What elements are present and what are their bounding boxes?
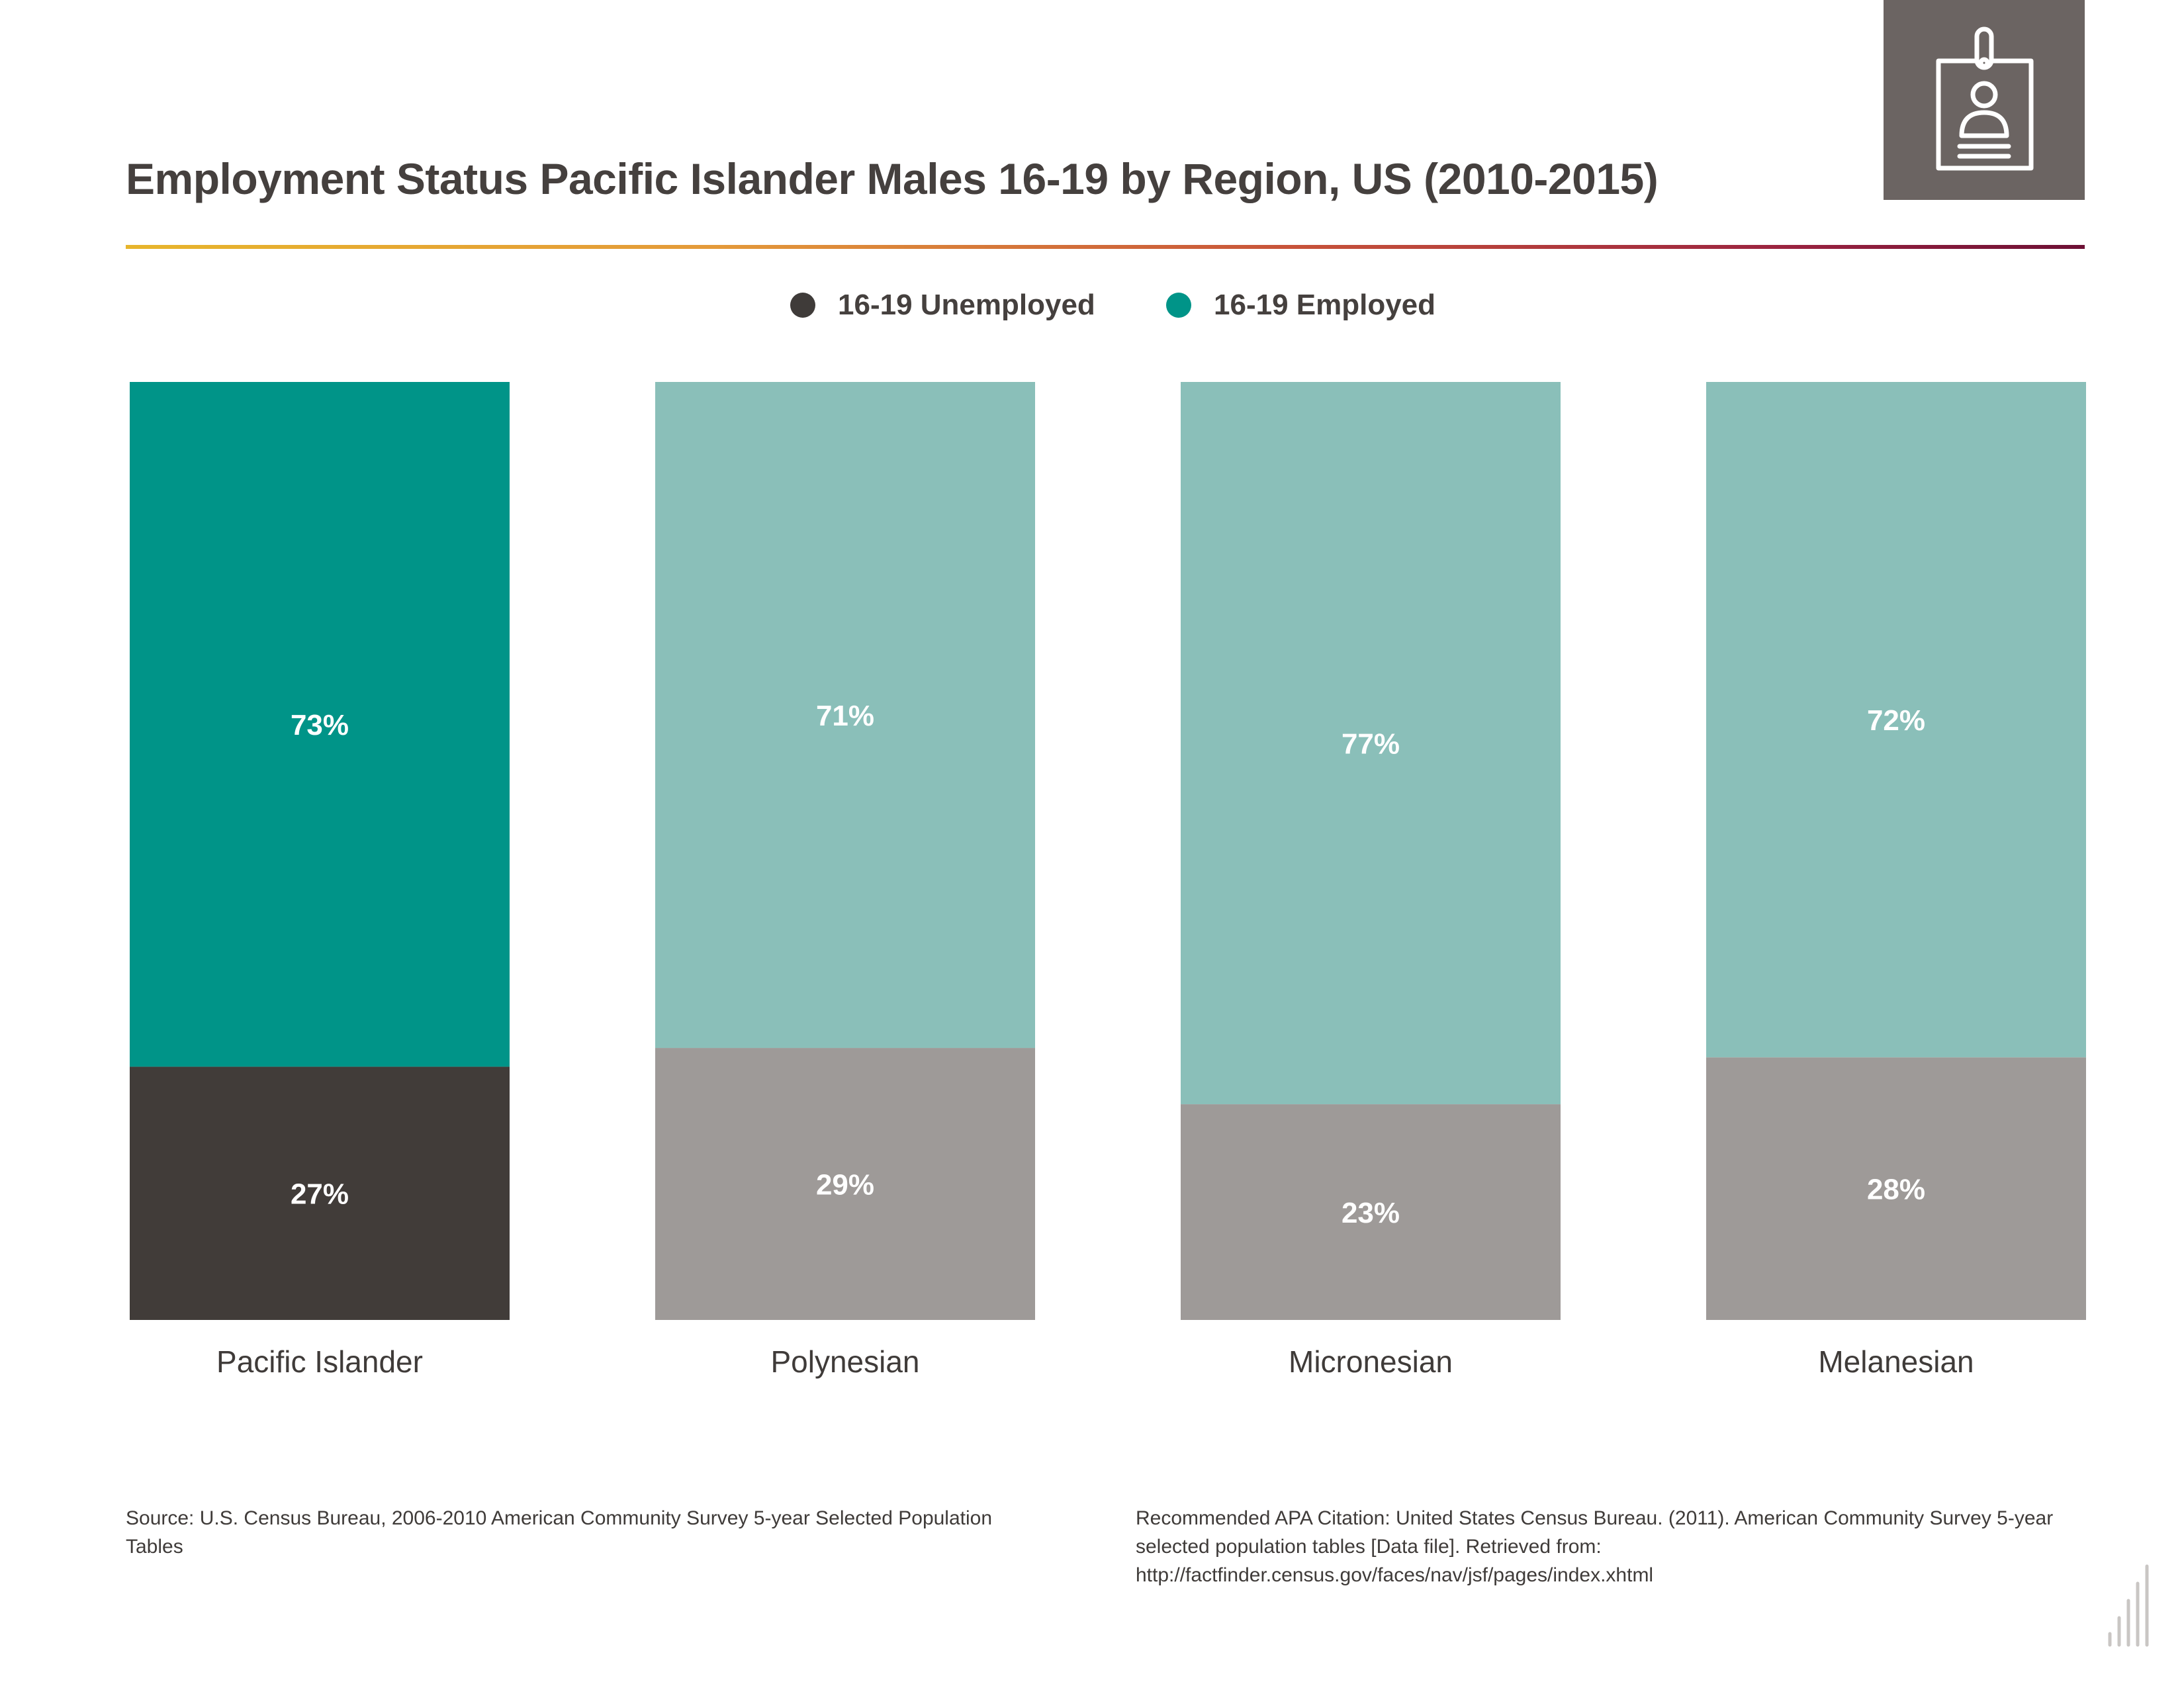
data-label-polynesian-16-19-unemployed: 29% bbox=[816, 1169, 874, 1201]
title-divider bbox=[126, 245, 2085, 249]
category-label-pacific-islander: Pacific Islander bbox=[216, 1344, 423, 1379]
icon-box bbox=[1884, 0, 2085, 200]
id-badge-icon bbox=[1936, 26, 2034, 171]
data-label-micronesian-16-19-unemployed: 23% bbox=[1342, 1197, 1400, 1229]
chart-title: Employment Status Pacific Islander Males… bbox=[126, 154, 1659, 203]
stacked-bar-chart: 27% 73% Pacific Islander 29% 71% Polynesian 23… bbox=[130, 382, 2086, 1379]
legend-label-employed: 16-19 Employed bbox=[1214, 289, 1436, 321]
data-label-melanesian-16-19-employed: 72% bbox=[1867, 704, 1925, 737]
category-label-melanesian: Melanesian bbox=[1818, 1344, 1974, 1379]
category-label-polynesian: Polynesian bbox=[770, 1344, 919, 1379]
data-label-pacific-islander-16-19-employed: 73% bbox=[291, 709, 349, 741]
category-label-micronesian: Micronesian bbox=[1289, 1344, 1453, 1379]
legend: 16-19 Unemployed 16-19 Employed bbox=[0, 289, 2184, 328]
data-label-polynesian-16-19-employed: 71% bbox=[816, 700, 874, 732]
bar-polynesian-16-19-unemployed bbox=[655, 1048, 1035, 1320]
bar-pacific-islander-16-19-employed bbox=[130, 382, 510, 1067]
bar-micronesian-16-19-employed bbox=[1181, 382, 1561, 1105]
bar-polynesian-16-19-employed bbox=[655, 382, 1035, 1049]
legend-item-unemployed: 16-19 Unemployed bbox=[790, 289, 1095, 322]
citation-note: Recommended APA Citation: United States … bbox=[1136, 1507, 2054, 1586]
data-label-melanesian-16-19-unemployed: 28% bbox=[1867, 1174, 1925, 1206]
bar-pacific-islander-16-19-unemployed bbox=[130, 1066, 510, 1320]
data-label-micronesian-16-19-employed: 77% bbox=[1342, 728, 1400, 761]
bar-micronesian-16-19-unemployed bbox=[1181, 1104, 1561, 1320]
legend-swatch-employed bbox=[1166, 293, 1191, 318]
bar-melanesian-16-19-unemployed bbox=[1706, 1057, 2086, 1320]
bar-chart-logo-icon bbox=[2108, 1564, 2149, 1647]
legend-swatch-unemployed bbox=[790, 293, 815, 318]
data-label-pacific-islander-16-19-unemployed: 27% bbox=[291, 1178, 349, 1211]
legend-label-unemployed: 16-19 Unemployed bbox=[838, 289, 1095, 321]
bar-melanesian-16-19-employed bbox=[1706, 382, 2086, 1058]
legend-item-employed: 16-19 Employed bbox=[1166, 289, 1435, 322]
source-note: Source: U.S. Census Bureau, 2006-2010 Am… bbox=[126, 1507, 993, 1558]
